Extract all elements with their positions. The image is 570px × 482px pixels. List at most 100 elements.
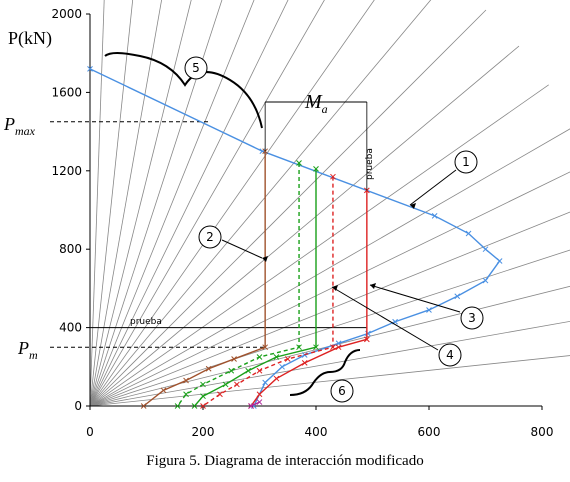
callout-circle bbox=[460, 306, 484, 330]
series-line-magenta bbox=[250, 401, 260, 407]
series-marker bbox=[279, 363, 285, 370]
series-marker bbox=[228, 367, 235, 374]
series-marker bbox=[330, 173, 336, 180]
callout-arrow bbox=[410, 203, 416, 209]
series-marker bbox=[363, 336, 370, 343]
series-marker bbox=[426, 307, 432, 313]
radial-ray bbox=[89, 0, 134, 407]
callout-leader bbox=[369, 284, 461, 313]
radial-ray bbox=[89, 0, 325, 407]
series-marker bbox=[296, 160, 302, 166]
callout-number: 4 bbox=[446, 348, 454, 362]
series-marker bbox=[256, 354, 263, 360]
series-line-blue bbox=[89, 68, 501, 407]
series-marker bbox=[431, 213, 438, 219]
series-marker bbox=[273, 354, 280, 360]
series-marker bbox=[200, 393, 206, 400]
series-marker bbox=[217, 391, 223, 398]
radial-ray bbox=[89, 211, 570, 407]
x-tick-label: 400 bbox=[305, 425, 328, 439]
y-tick-label: 0 bbox=[74, 399, 82, 413]
radial-ray bbox=[89, 355, 570, 407]
x-tick-label: 600 bbox=[418, 425, 441, 439]
callout-number: 2 bbox=[206, 230, 214, 244]
series-marker bbox=[183, 391, 189, 398]
series-marker bbox=[256, 391, 263, 398]
figure-caption: Figura 5. Diagrama de interacción modifi… bbox=[146, 453, 423, 469]
radial-ray bbox=[89, 320, 570, 407]
plot-area: 0 400 800 1200 1600 2000 0 200 400 600 800 1 2 3 4 5 6 bbox=[50, 0, 570, 439]
callout-number: 6 bbox=[338, 384, 346, 398]
y-tick-label: 1200 bbox=[51, 164, 82, 178]
series-line-green bbox=[177, 162, 300, 407]
series-marker bbox=[313, 165, 319, 172]
pmax-label: Pmax bbox=[3, 114, 36, 138]
series-marker bbox=[262, 344, 269, 351]
series-line-green bbox=[193, 168, 317, 407]
callout-leader bbox=[331, 286, 439, 351]
ma-label: Ma bbox=[304, 91, 328, 116]
series-marker bbox=[222, 381, 229, 388]
radial-ray bbox=[89, 0, 375, 407]
callout-number: 3 bbox=[468, 311, 476, 325]
x-tick-label: 200 bbox=[192, 425, 215, 439]
radial-ray bbox=[89, 0, 105, 407]
callout-circle bbox=[454, 150, 478, 174]
radial-ray bbox=[89, 0, 255, 407]
series-marker bbox=[174, 403, 181, 409]
radial-ray bbox=[89, 0, 432, 407]
series-line-red bbox=[202, 176, 334, 407]
callout-circle bbox=[330, 379, 354, 403]
callout-circle bbox=[198, 225, 222, 249]
callout-number: 1 bbox=[462, 155, 470, 169]
series-marker bbox=[183, 377, 189, 384]
series-marker bbox=[301, 360, 308, 366]
prueba-horizontal-label: prueba bbox=[130, 317, 162, 327]
x-tick-label: 800 bbox=[531, 425, 554, 439]
y-tick-label: 2000 bbox=[51, 7, 82, 21]
y-tick-label: 1600 bbox=[51, 85, 82, 99]
callout-number: 5 bbox=[192, 61, 200, 75]
series-marker bbox=[273, 375, 280, 382]
series-marker bbox=[296, 344, 302, 351]
series-line-brown bbox=[143, 151, 266, 407]
radial-ray bbox=[89, 45, 520, 407]
radial-ray bbox=[89, 128, 570, 407]
series-marker bbox=[465, 230, 472, 237]
radial-ray bbox=[89, 0, 162, 407]
y-tick-label: 800 bbox=[59, 242, 82, 256]
pm-label: Pm bbox=[17, 338, 38, 362]
callout-leader bbox=[221, 239, 263, 259]
series-marker bbox=[160, 387, 167, 394]
radial-ray bbox=[89, 0, 289, 407]
series-marker bbox=[191, 403, 198, 409]
callout-circle bbox=[184, 56, 208, 80]
x-tick-label: 0 bbox=[86, 425, 94, 439]
radial-ray bbox=[89, 84, 549, 407]
series-marker bbox=[245, 367, 252, 374]
callout-arrow bbox=[262, 256, 268, 262]
series-marker bbox=[313, 344, 319, 351]
series-marker bbox=[496, 258, 503, 264]
series-marker bbox=[454, 293, 461, 300]
callout-arrow bbox=[332, 285, 338, 291]
series-marker bbox=[87, 66, 93, 72]
prueba-vertical-label: prueba bbox=[365, 148, 375, 180]
radial-ray bbox=[89, 9, 487, 407]
series-marker bbox=[482, 246, 489, 253]
radial-ray bbox=[89, 249, 570, 407]
radial-ray bbox=[89, 0, 192, 407]
series-marker bbox=[262, 379, 269, 386]
callout-circle bbox=[438, 343, 462, 367]
brace-6 bbox=[289, 349, 361, 396]
series-marker bbox=[248, 403, 254, 409]
callout-arrow bbox=[370, 283, 376, 289]
radial-ray bbox=[89, 285, 570, 407]
brace-5 bbox=[104, 52, 263, 129]
callout-leader bbox=[409, 169, 457, 206]
series-marker bbox=[256, 399, 263, 405]
radial-ray bbox=[89, 0, 223, 407]
y-tick-label: 400 bbox=[59, 321, 82, 335]
series-marker bbox=[482, 277, 489, 284]
